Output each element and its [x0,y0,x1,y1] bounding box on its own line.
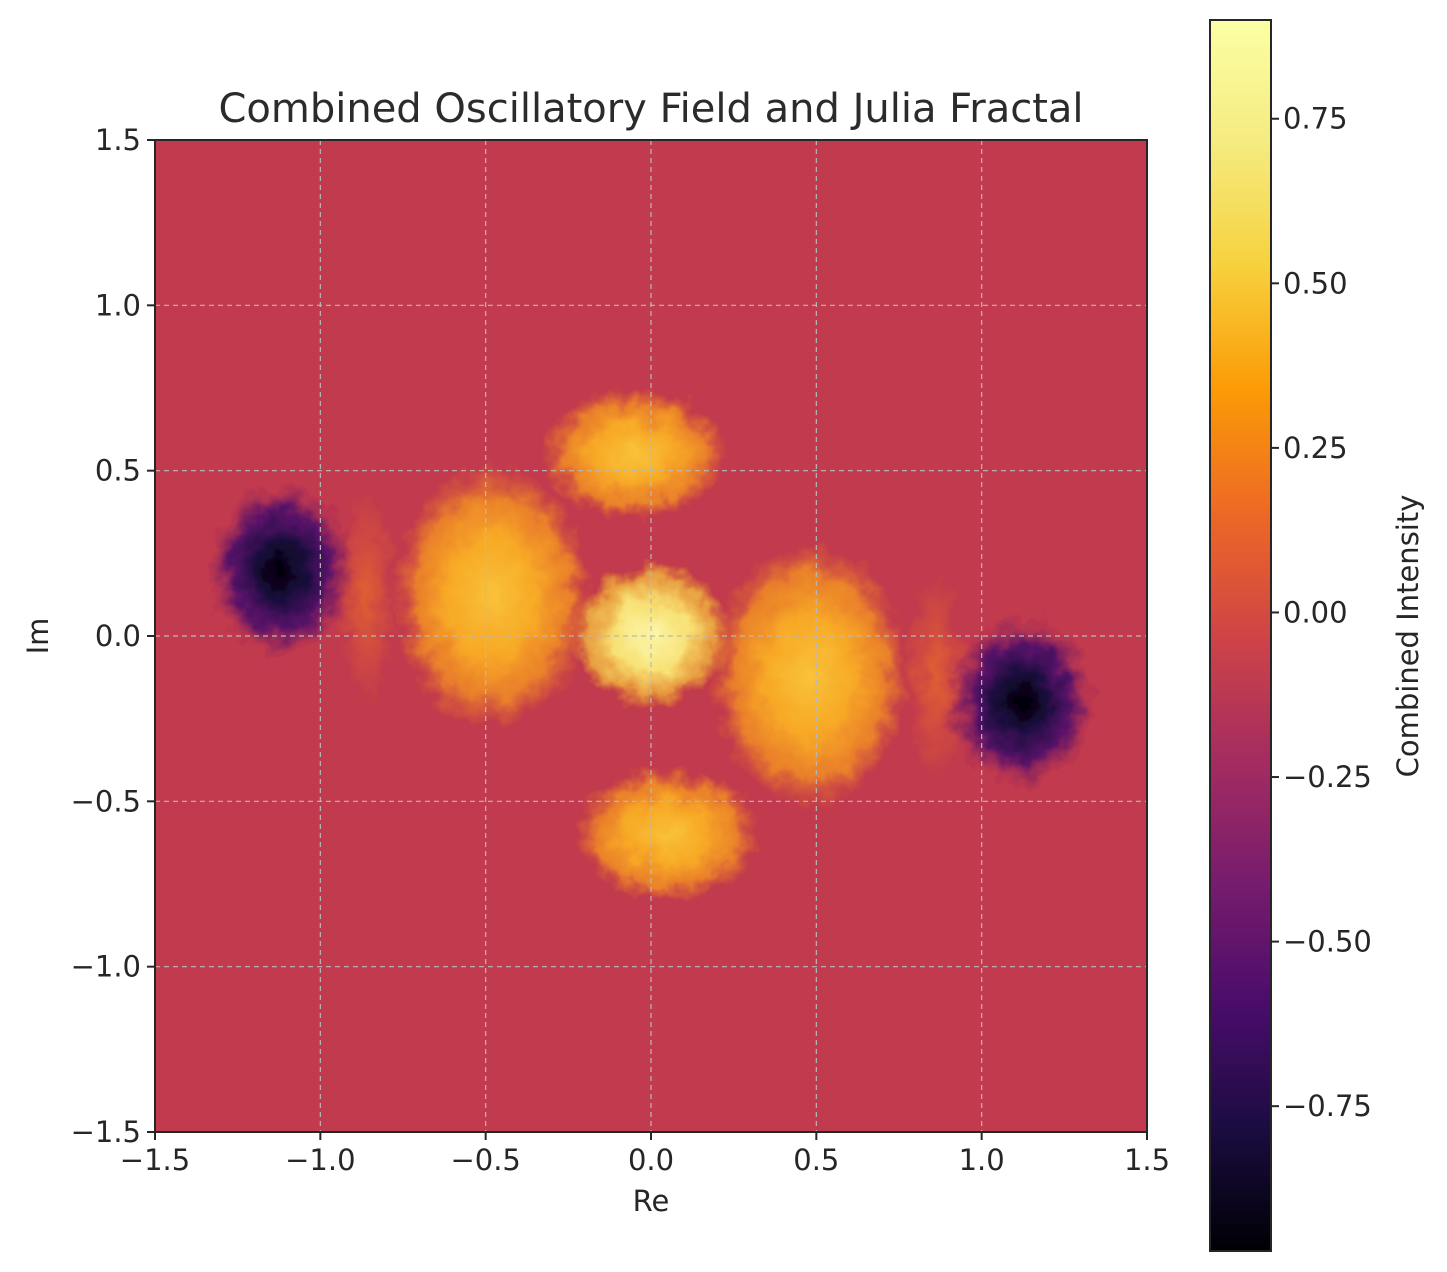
heatmap-arc [905,569,966,782]
chart-title: Combined Oscillatory Field and Julia Fra… [218,86,1083,132]
x-tick-label: 0.5 [793,1143,839,1177]
colorbar-tick-label: −0.75 [1283,1089,1372,1123]
x-axis-ticks: −1.5 −1.0 −0.5 0.0 0.5 1.0 1.5 [120,1132,1170,1177]
heatmap-spiral-lobe-left [393,464,592,729]
colorbar-ticks: 0.75 0.50 0.25 0.00 −0.25 −0.50 −0.75 [1271,102,1372,1123]
colorbar-tick-label: 0.25 [1283,431,1348,465]
x-tick-label: 1.0 [959,1143,1005,1177]
heatmap-dark-spiral-left [207,483,354,656]
colorbar: 0.75 0.50 0.25 0.00 −0.25 −0.50 −0.75 Combined… [1209,19,1425,1252]
x-tick-label: 0.0 [628,1143,674,1177]
heatmap-dark-spiral-right [948,616,1095,789]
y-tick-label: 0.0 [95,619,141,653]
y-tick-label: −1.5 [71,1115,141,1149]
colorbar-tick-label: −0.25 [1283,760,1372,794]
colorbar-gradient [1209,19,1272,1252]
x-axis-label: Re [633,1184,670,1218]
colorbar-tick-label: 0.75 [1283,102,1348,136]
y-tick-label: −0.5 [71,784,141,818]
colorbar-tick-label: −0.50 [1283,925,1372,959]
y-tick-label: 0.5 [95,454,141,488]
x-tick-label: −1.5 [120,1143,190,1177]
y-axis-ticks: 1.5 1.0 0.5 0.0 −0.5 −1.0 −1.5 [71,123,155,1149]
x-tick-label: −0.5 [450,1143,520,1177]
x-tick-label: 1.5 [1124,1143,1170,1177]
y-tick-label: −1.0 [71,950,141,984]
x-tick-label: −1.0 [285,1143,355,1177]
heatmap-lower-lobe [574,768,761,901]
colorbar-tick-label: 0.50 [1283,266,1348,300]
y-tick-label: 1.5 [95,123,141,157]
y-tick-label: 1.0 [95,288,141,322]
heatmap-spiral-lobe-right [710,543,909,808]
heatmap-upper-lobe [541,388,728,521]
heatmap-plot-area [155,140,1147,1132]
heatmap-arc [336,490,397,703]
colorbar-tick-label: 0.00 [1283,595,1348,629]
y-axis-label: Im [21,618,55,655]
colorbar-label: Combined Intensity [1391,495,1425,778]
grid-lines [155,140,1147,1132]
